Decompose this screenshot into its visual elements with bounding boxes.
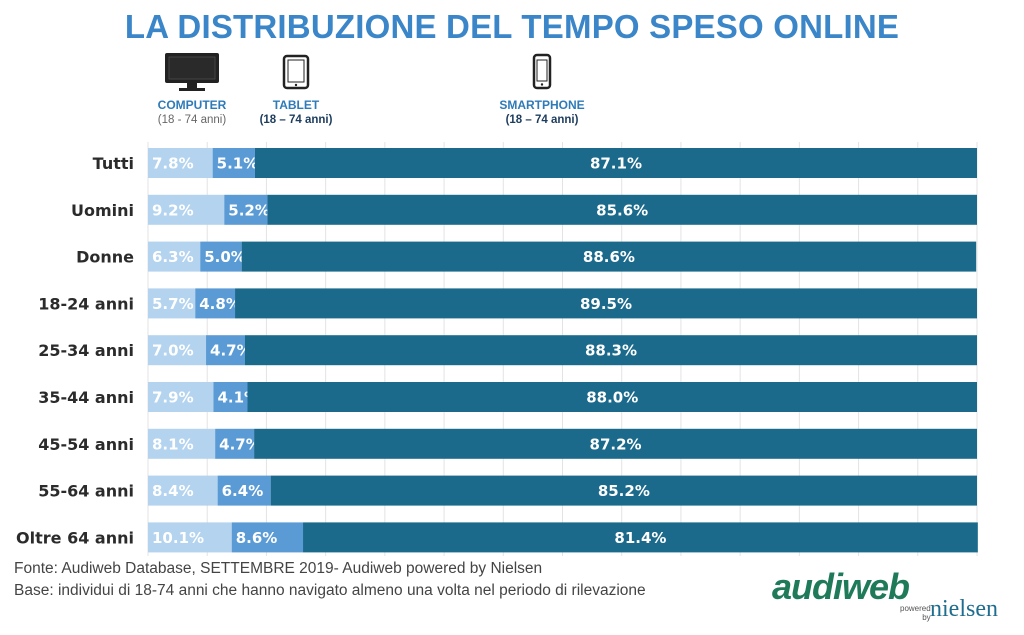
legend-sub-smartphone: (18 – 74 anni) [505, 114, 579, 126]
legend-item-tablet: TABLET (18 – 74 anni) [254, 52, 338, 126]
bar-segment-smartphone [235, 288, 978, 319]
data-label-computer: 5.7% [152, 295, 194, 313]
footer-source: Fonte: Audiweb Database, SETTEMBRE 2019-… [14, 560, 543, 577]
data-label-computer: 7.0% [152, 342, 194, 360]
tablet-icon [282, 54, 310, 90]
bar-segment-tablet [213, 382, 248, 412]
monitor-icon [165, 53, 219, 91]
data-label-computer: 10.1% [152, 529, 204, 547]
data-label-tablet: 4.7% [219, 435, 261, 453]
legend-sub-tablet: (18 – 74 anni) [259, 114, 333, 126]
data-label-tablet: 4.7% [210, 342, 252, 360]
category-label: Oltre 64 anni [16, 528, 134, 547]
logo-brand: audiweb [772, 566, 910, 607]
bar-segment-tablet [215, 428, 255, 459]
data-label-smartphone: 88.6% [583, 248, 635, 266]
bar-segment-smartphone [244, 335, 978, 366]
data-label-smartphone: 85.2% [598, 482, 650, 500]
category-label: 18-24 anni [38, 294, 134, 313]
bar-segment-tablet [200, 241, 242, 272]
category-label: 45-54 anni [38, 435, 134, 454]
bar-segment-tablet [224, 194, 268, 225]
legend-label-computer: COMPUTER [157, 98, 227, 112]
bar-segment-tablet [212, 148, 255, 178]
bar-segment-smartphone [267, 194, 978, 225]
chart-title: LA DISTRIBUZIONE DEL TEMPO SPESO ONLINE [124, 8, 900, 45]
data-label-tablet: 5.0% [204, 248, 246, 266]
audiweb-nielsen-logo: audiweb powered by nielsen [772, 566, 1012, 630]
data-label-smartphone: 87.2% [590, 435, 642, 453]
data-label-smartphone: 88.3% [585, 342, 637, 360]
bar-segment-computer [148, 428, 216, 459]
bar-segment-tablet [206, 335, 245, 366]
category-label: Uomini [71, 201, 134, 220]
data-label-smartphone: 81.4% [614, 529, 666, 547]
legend-item-smartphone: SMARTPHONE (18 – 74 anni) [496, 52, 588, 126]
footer-base: Base: individui di 18-74 anni che hanno … [14, 582, 646, 599]
bar-segment-computer [148, 148, 213, 178]
category-label: Donne [76, 248, 134, 267]
bar-segment-computer [148, 288, 196, 319]
bar-segment-computer [148, 475, 218, 506]
data-label-smartphone: 87.1% [590, 155, 642, 173]
legend-sub-computer: (18 - 74 anni) [157, 114, 227, 126]
data-label-tablet: 5.2% [228, 201, 270, 219]
data-label-computer: 6.3% [152, 248, 194, 266]
bar-segment-computer [148, 382, 214, 412]
data-label-computer: 7.9% [152, 389, 194, 407]
bar-segment-computer [148, 194, 225, 225]
category-label: 35-44 anni [38, 388, 134, 407]
chart-row-labels: Tutti Uomini Donne 18-24 anni 25-34 anni 35-4… [16, 154, 134, 547]
logo-partner: nielsen [930, 596, 998, 622]
data-label-smartphone: 89.5% [580, 295, 632, 313]
data-label-smartphone: 85.6% [596, 201, 648, 219]
data-label-computer: 7.8% [152, 155, 194, 173]
bar-segment-tablet [195, 288, 236, 319]
bar-segment-smartphone [254, 148, 978, 178]
logo-powered: powered by [900, 604, 931, 622]
category-label: 55-64 anni [38, 482, 134, 501]
bar-segment-computer [148, 241, 201, 272]
legend-item-computer: COMPUTER (18 - 74 anni) [150, 52, 234, 126]
bar-segment-computer [148, 522, 232, 553]
bar-segment-tablet [231, 522, 304, 553]
data-label-tablet: 5.1% [217, 155, 259, 173]
smartphone-icon [532, 53, 552, 90]
category-label: Tutti [93, 154, 134, 173]
bar-segment-smartphone [247, 382, 978, 412]
data-label-tablet: 8.6% [236, 529, 278, 547]
category-label: 25-34 anni [38, 341, 134, 360]
bar-segment-smartphone [270, 475, 977, 506]
bar-segment-computer [148, 335, 207, 366]
data-label-smartphone: 88.0% [586, 389, 638, 407]
bar-segment-smartphone [241, 241, 977, 272]
legend-label-tablet: TABLET [272, 98, 320, 112]
bar-segment-smartphone [303, 522, 978, 553]
data-label-computer: 8.4% [152, 482, 194, 500]
data-label-tablet: 4.8% [199, 295, 241, 313]
data-label-computer: 8.1% [152, 435, 194, 453]
bar-segment-smartphone [254, 428, 977, 459]
chart-bars: 7.8% 5.1% 87.1% 9.2% 5.2% 85.6% 6.3% 5.0% 88.6% 5… [148, 148, 978, 553]
data-label-computer: 9.2% [152, 201, 194, 219]
bar-segment-tablet [217, 475, 271, 506]
data-label-tablet: 6.4% [222, 482, 264, 500]
legend-label-smartphone: SMARTPHONE [499, 98, 585, 112]
